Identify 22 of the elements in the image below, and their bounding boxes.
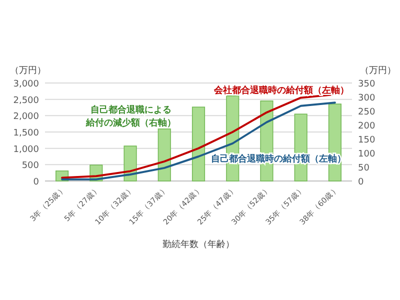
y2-tick-label: 100 (358, 150, 376, 160)
bar (158, 128, 171, 182)
y2-tick-label: 250 (358, 108, 376, 118)
y2-tick-label: 0 (358, 178, 364, 188)
y-tick-label: 2,500 (13, 96, 40, 106)
y2-axis-title: （万円） (360, 66, 396, 76)
y-tick-label: 500 (22, 161, 40, 172)
y2-tick-label: 50 (358, 164, 370, 174)
y2-tick-label: 350 (358, 80, 376, 90)
y-tick-label: 1,500 (13, 128, 40, 138)
x-axis-title: 勤続年数（年齢） (162, 239, 234, 250)
y-axis-title: （万円） (10, 66, 46, 76)
y-tick-label: 0 (33, 178, 40, 188)
y2-tick-label: 150 (358, 136, 376, 146)
series-label: 会社都合退職時の給付額（左軸） (212, 84, 349, 96)
y2-tick-label: 200 (358, 122, 376, 132)
y-tick-label: 1,000 (13, 144, 40, 155)
series-label: 自己都合退職による給付の減少額（右軸） (84, 104, 176, 128)
y-tick-label: 2,000 (13, 112, 40, 122)
y-tick-label: 3,000 (13, 80, 40, 90)
y2-tick-label: 300 (358, 94, 376, 104)
bar (192, 106, 206, 182)
